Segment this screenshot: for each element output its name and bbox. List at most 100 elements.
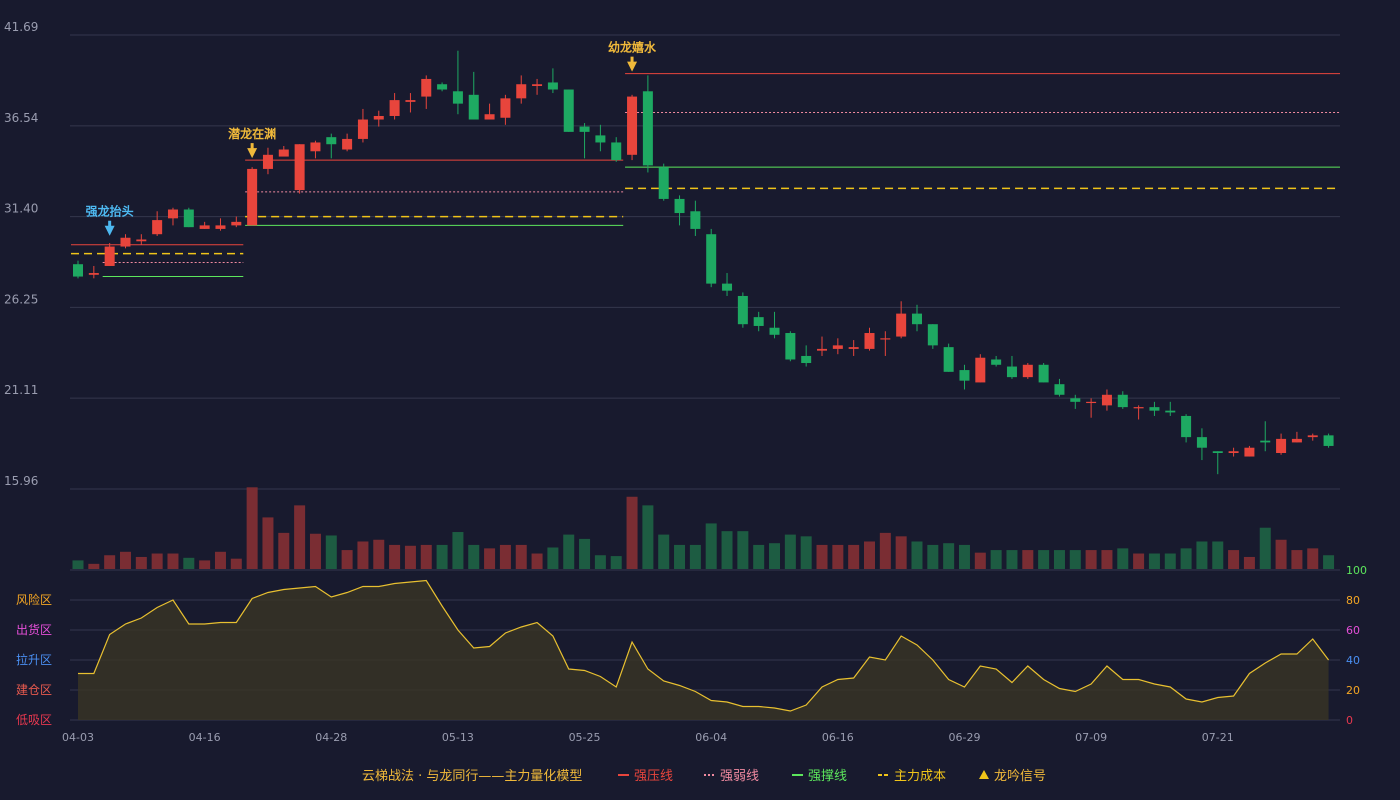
candlesticks: [73, 50, 1334, 475]
volume-bar: [1228, 550, 1240, 569]
volume-bar: [1085, 550, 1097, 569]
zone-label: 建仓区: [16, 683, 52, 697]
candle-body: [1323, 435, 1334, 446]
volume-bar: [1053, 550, 1065, 569]
level-lines: [71, 73, 1340, 278]
volume-bar: [1212, 541, 1224, 569]
candle-body: [278, 149, 289, 157]
volume-bar: [547, 547, 559, 569]
volume-bar: [1323, 555, 1335, 569]
volume-bar: [895, 536, 907, 569]
legend-triangle-icon: [979, 770, 989, 779]
candle-body: [405, 100, 416, 102]
volume-bar: [88, 563, 100, 569]
zone-label: 风险区: [16, 592, 52, 607]
candle-body: [864, 333, 875, 349]
volume-bar: [579, 538, 591, 569]
candle-body: [120, 237, 131, 247]
volume-bar: [452, 532, 464, 569]
candle-body: [1101, 394, 1112, 406]
volume-bar: [1164, 553, 1176, 569]
candle-body: [1244, 447, 1255, 457]
volume-bar: [974, 552, 986, 569]
candle-body: [1022, 364, 1033, 378]
volume-bar: [167, 553, 179, 569]
date-tick-label: 04-03: [62, 731, 94, 744]
volume-bar: [816, 544, 828, 569]
candle-body: [437, 84, 448, 90]
date-tick-label: 05-25: [569, 731, 601, 744]
candle-body: [468, 94, 479, 120]
volume-bar: [309, 533, 321, 569]
volume-bar: [357, 541, 369, 569]
legend-label: 龙吟信号: [994, 768, 1046, 784]
candle-body: [563, 89, 574, 132]
volume-bar: [404, 545, 416, 569]
volume-bars: [72, 487, 1335, 569]
volume-bar: [72, 560, 84, 569]
candle-body: [262, 154, 273, 169]
volume-bar: [436, 544, 448, 569]
candle-body: [706, 234, 717, 284]
volume-bar: [769, 543, 781, 569]
volume-bar: [484, 548, 496, 569]
volume-bar: [626, 496, 638, 569]
legend-label: 主力成本: [894, 769, 946, 784]
date-tick-label: 06-29: [948, 731, 980, 744]
date-tick-label: 05-13: [442, 731, 474, 744]
volume-bar: [420, 544, 432, 569]
candle-body: [484, 114, 495, 120]
volume-bar: [151, 553, 163, 569]
volume-bar: [373, 539, 385, 569]
volume-bar: [927, 544, 939, 569]
candle-body: [1133, 407, 1144, 409]
osc-tick-label: 60: [1346, 624, 1360, 637]
signal-arrow-stem: [108, 220, 112, 227]
volume-bar: [594, 555, 606, 569]
candle-body: [452, 91, 463, 104]
candle-body: [896, 313, 907, 337]
volume-bar: [943, 543, 955, 569]
date-axis: 04-03 04-16 04-28 05-13 05-25 06-04 06-16 06-29…: [62, 731, 1234, 744]
zone-label: 拉升区: [16, 652, 52, 667]
candle-body: [532, 84, 543, 86]
volume-bar: [721, 531, 733, 569]
candle-body: [959, 370, 970, 381]
date-tick-label: 06-04: [695, 731, 727, 744]
volume-bar: [1101, 550, 1113, 569]
volume-bar: [1022, 550, 1034, 569]
volume-bar: [1069, 550, 1081, 569]
date-tick-label: 07-21: [1202, 731, 1234, 744]
signal-arrow-stem: [630, 56, 634, 63]
price-tick-label: 41.69: [4, 20, 38, 34]
legend-label: 强弱线: [720, 769, 759, 784]
volume-bar: [1196, 541, 1208, 569]
candle-body: [1117, 394, 1128, 408]
osc-tick-label: 20: [1346, 684, 1360, 697]
legend-title: 云梯战法 · 与龙同行——主力量化模型: [362, 769, 582, 784]
volume-bar: [1275, 539, 1287, 569]
candle-body: [737, 295, 748, 325]
candle-body: [611, 142, 622, 161]
candle-body: [1181, 415, 1192, 438]
candle-body: [1006, 366, 1017, 378]
candle-body: [991, 359, 1002, 365]
candle-body: [183, 209, 194, 228]
candle-body: [801, 355, 812, 364]
candle-body: [1212, 451, 1223, 454]
volume-bar: [753, 544, 765, 569]
candle-body: [927, 324, 938, 346]
volume-bar: [674, 544, 686, 569]
volume-bar: [1307, 548, 1319, 569]
candle-body: [690, 211, 701, 229]
candle-body: [832, 345, 843, 349]
date-tick-label: 06-16: [822, 731, 854, 744]
volume-bar: [325, 535, 337, 569]
zone-label: 低吸区: [16, 713, 52, 727]
candle-body: [579, 126, 590, 132]
date-tick-label: 04-28: [315, 731, 347, 744]
candle-body: [658, 167, 669, 199]
volume-bar: [1180, 548, 1192, 569]
price-axis: 41.69 36.54 31.40 26.25 21.11 15.96: [4, 20, 38, 488]
